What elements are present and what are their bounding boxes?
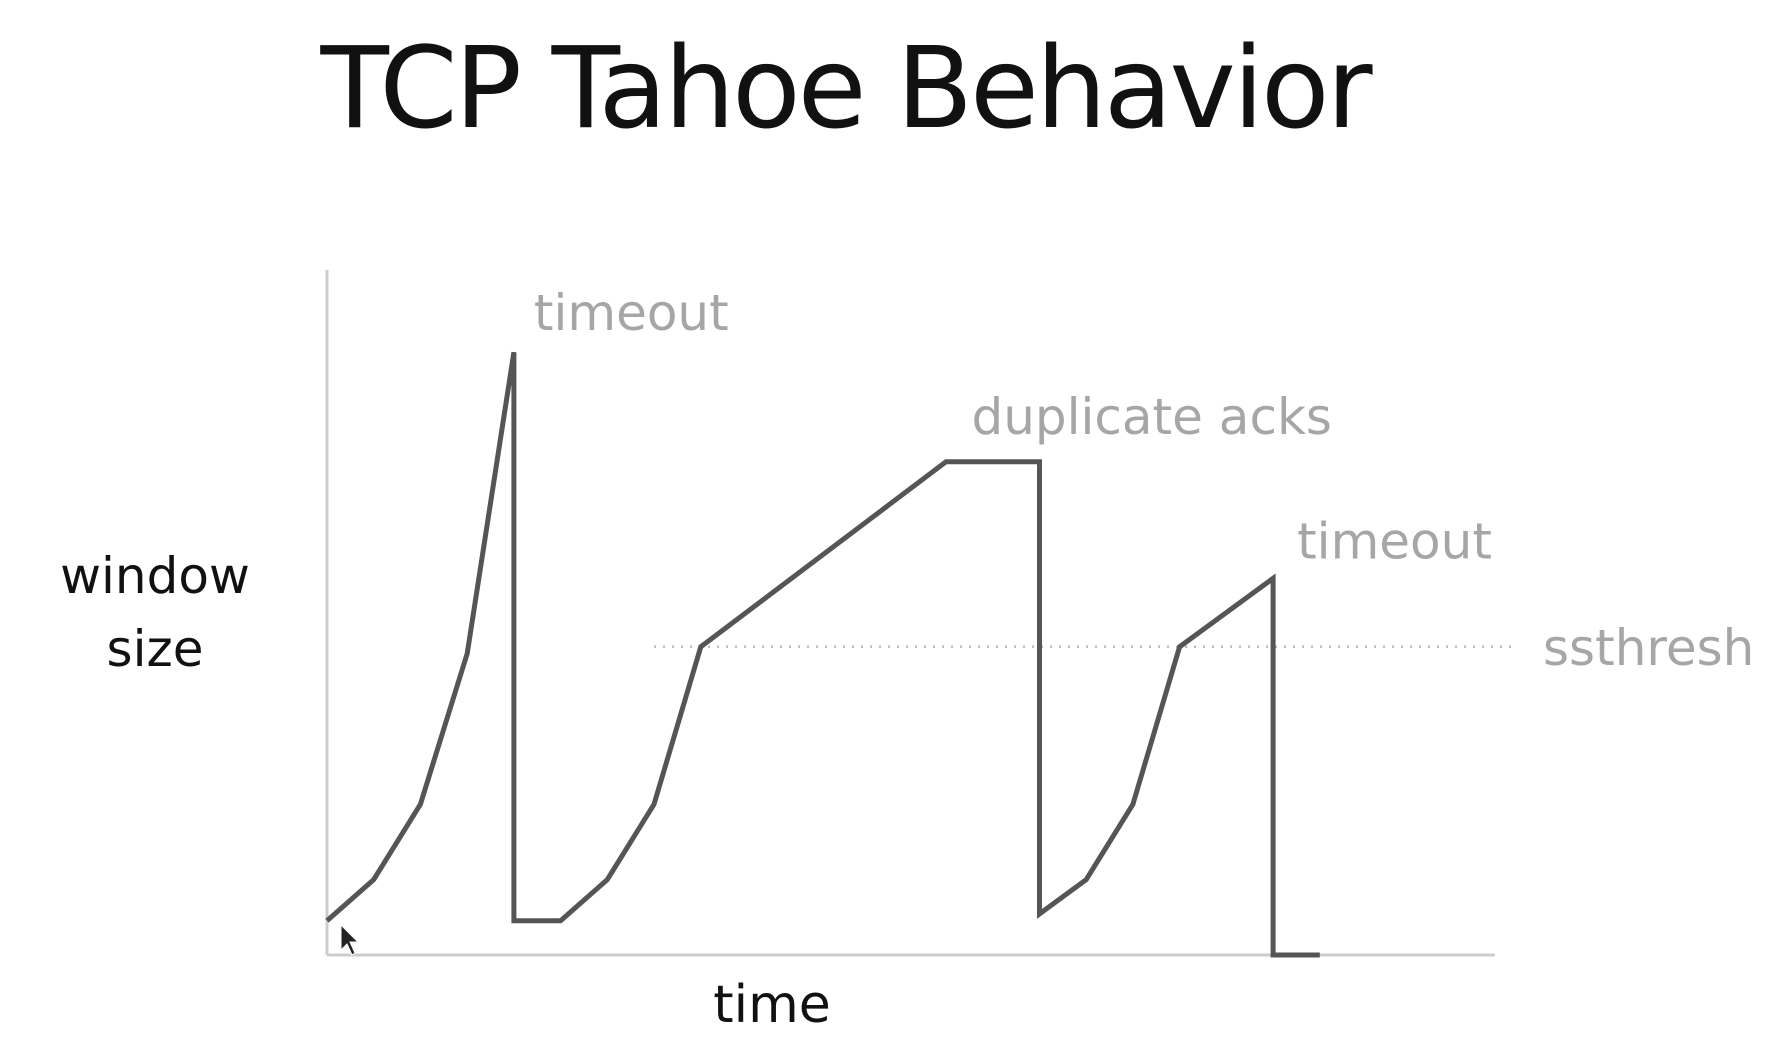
annotation-duplicate-acks: duplicate acks [971, 388, 1331, 446]
y-axis-label-line-1: window [60, 547, 250, 605]
annotation-timeout-2: timeout [1297, 512, 1492, 570]
x-axis-label: time [713, 975, 830, 1035]
annotation-timeout-1: timeout [534, 284, 729, 342]
ssthresh-label: ssthresh [1543, 619, 1754, 677]
mouse-cursor-icon [340, 923, 360, 956]
window-size-series [325, 351, 1320, 958]
slide-title: TCP Tahoe Behavior [320, 24, 1372, 154]
y-axis-label-line-2: size [107, 620, 204, 678]
